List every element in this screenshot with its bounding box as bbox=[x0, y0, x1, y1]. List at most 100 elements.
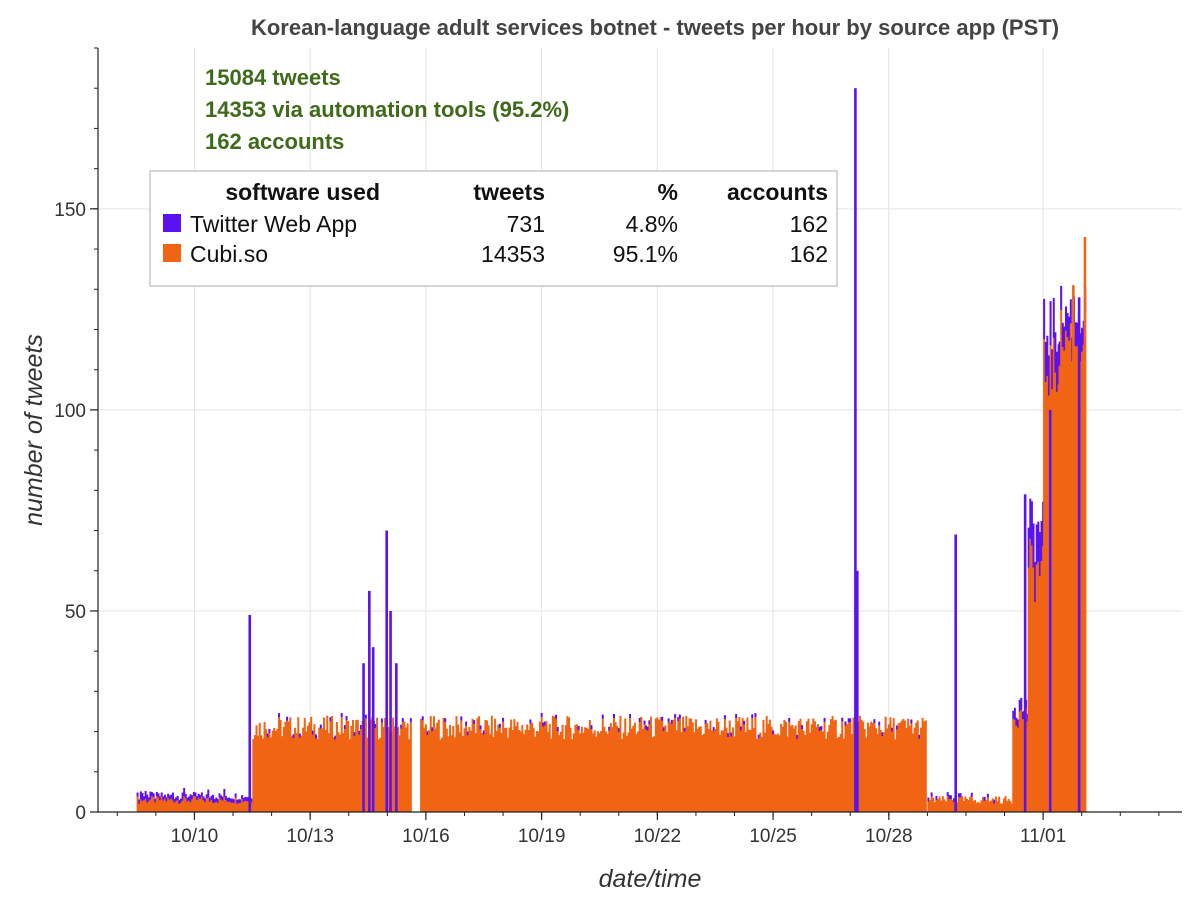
bar-spike bbox=[368, 590, 371, 812]
bar-cubi bbox=[1007, 799, 1010, 812]
bar-web bbox=[353, 732, 356, 737]
bar-cubi bbox=[910, 723, 913, 812]
y-tick-label: 50 bbox=[65, 602, 86, 623]
bar-web bbox=[667, 718, 670, 723]
bar-cubi bbox=[696, 728, 699, 812]
bar-cubi bbox=[809, 732, 812, 812]
bar-web bbox=[1055, 351, 1058, 392]
bar-cubi bbox=[263, 721, 266, 812]
bar-cubi bbox=[326, 715, 329, 812]
bar-cubi bbox=[519, 731, 522, 812]
bar-cubi bbox=[616, 725, 619, 812]
bar-cubi bbox=[302, 727, 305, 812]
bar-cubi bbox=[138, 803, 141, 812]
bar-cubi bbox=[1079, 361, 1082, 812]
bar-web bbox=[205, 794, 208, 799]
legend-value: 731 bbox=[507, 211, 545, 237]
bar-cubi bbox=[802, 730, 805, 812]
bar-cubi bbox=[903, 720, 906, 812]
bar-cubi bbox=[674, 718, 677, 812]
bar-cubi bbox=[257, 735, 260, 812]
bar-cubi bbox=[231, 802, 234, 812]
bar-cubi bbox=[220, 799, 223, 812]
bar-cubi bbox=[1081, 351, 1084, 812]
bar-cubi bbox=[969, 796, 972, 812]
bar-web bbox=[1076, 322, 1079, 347]
bar-cubi bbox=[497, 724, 500, 812]
bar-cubi bbox=[698, 726, 701, 812]
bar-cubi bbox=[813, 721, 816, 812]
bar-cubi bbox=[810, 724, 813, 812]
bar-cubi bbox=[907, 718, 910, 812]
bar-cubi bbox=[179, 802, 182, 812]
bar-cubi bbox=[706, 723, 709, 812]
bar-cubi bbox=[889, 717, 892, 812]
bar-cubi bbox=[603, 726, 606, 812]
bar-cubi bbox=[879, 729, 882, 812]
bar-web bbox=[895, 725, 898, 730]
bar-web bbox=[1020, 697, 1023, 710]
bar-cubi bbox=[990, 800, 993, 812]
bar-cubi bbox=[993, 803, 996, 812]
bar-cubi bbox=[905, 728, 908, 812]
bar-cubi bbox=[728, 720, 731, 812]
bar-web bbox=[1043, 298, 1046, 340]
bar-cubi bbox=[1020, 709, 1023, 812]
summary-annotations: 15084 tweets 14353 via automation tools (… bbox=[205, 65, 569, 154]
bar-cubi bbox=[996, 801, 999, 812]
summary-annotation: 162 accounts bbox=[205, 129, 344, 154]
bar-cubi bbox=[233, 803, 236, 812]
bar-cubi bbox=[567, 717, 570, 812]
bar-cubi bbox=[1068, 340, 1071, 812]
bar-cubi bbox=[637, 731, 640, 812]
bar-cubi bbox=[400, 728, 403, 812]
bar-cubi bbox=[481, 733, 484, 812]
bar-cubi bbox=[171, 800, 174, 812]
bar-cubi bbox=[757, 738, 760, 812]
bar-cubi bbox=[829, 719, 832, 812]
bar-web bbox=[229, 798, 232, 803]
bar-cubi bbox=[834, 719, 837, 812]
bar-cubi bbox=[424, 724, 427, 812]
bar-spike bbox=[856, 570, 859, 812]
bar-cubi bbox=[526, 724, 529, 812]
bar-web bbox=[314, 734, 318, 739]
bar-web bbox=[192, 792, 195, 797]
bar-cubi bbox=[396, 727, 399, 812]
bar-cubi bbox=[656, 717, 659, 812]
bar-web bbox=[207, 789, 210, 798]
bar-cubi bbox=[627, 732, 630, 812]
bar-cubi bbox=[796, 738, 799, 812]
bar-cubi bbox=[476, 718, 479, 812]
bar-cubi bbox=[566, 716, 569, 812]
bar-web bbox=[183, 787, 186, 797]
bar-cubi bbox=[964, 796, 967, 812]
bar-cubi bbox=[788, 722, 791, 812]
bar-cubi bbox=[423, 727, 426, 812]
bar-cubi bbox=[147, 801, 150, 812]
bar-cubi bbox=[768, 719, 771, 812]
bar-web bbox=[986, 793, 989, 798]
bar-cubi bbox=[550, 738, 553, 812]
bar-cubi bbox=[760, 736, 763, 812]
bar-cubi bbox=[522, 733, 525, 812]
bar-cubi bbox=[258, 722, 261, 812]
bar-cubi bbox=[749, 729, 752, 812]
bar-cubi bbox=[871, 722, 874, 812]
bar-web bbox=[590, 725, 593, 730]
bar-web bbox=[136, 792, 139, 797]
bar-cubi bbox=[353, 736, 356, 812]
bar-cubi bbox=[441, 737, 444, 812]
bar-web bbox=[178, 799, 181, 804]
x-tick-label: 10/28 bbox=[865, 826, 913, 847]
bar-cubi bbox=[1037, 561, 1040, 812]
bar-cubi bbox=[151, 796, 154, 812]
bar-cubi bbox=[672, 719, 675, 812]
bar-cubi bbox=[556, 731, 559, 812]
bar-web bbox=[1021, 711, 1024, 720]
bar-cubi bbox=[778, 735, 781, 812]
bar-cubi bbox=[606, 733, 609, 812]
bar-cubi bbox=[431, 731, 434, 812]
bar-web bbox=[334, 735, 337, 740]
bar-cubi bbox=[192, 796, 195, 812]
